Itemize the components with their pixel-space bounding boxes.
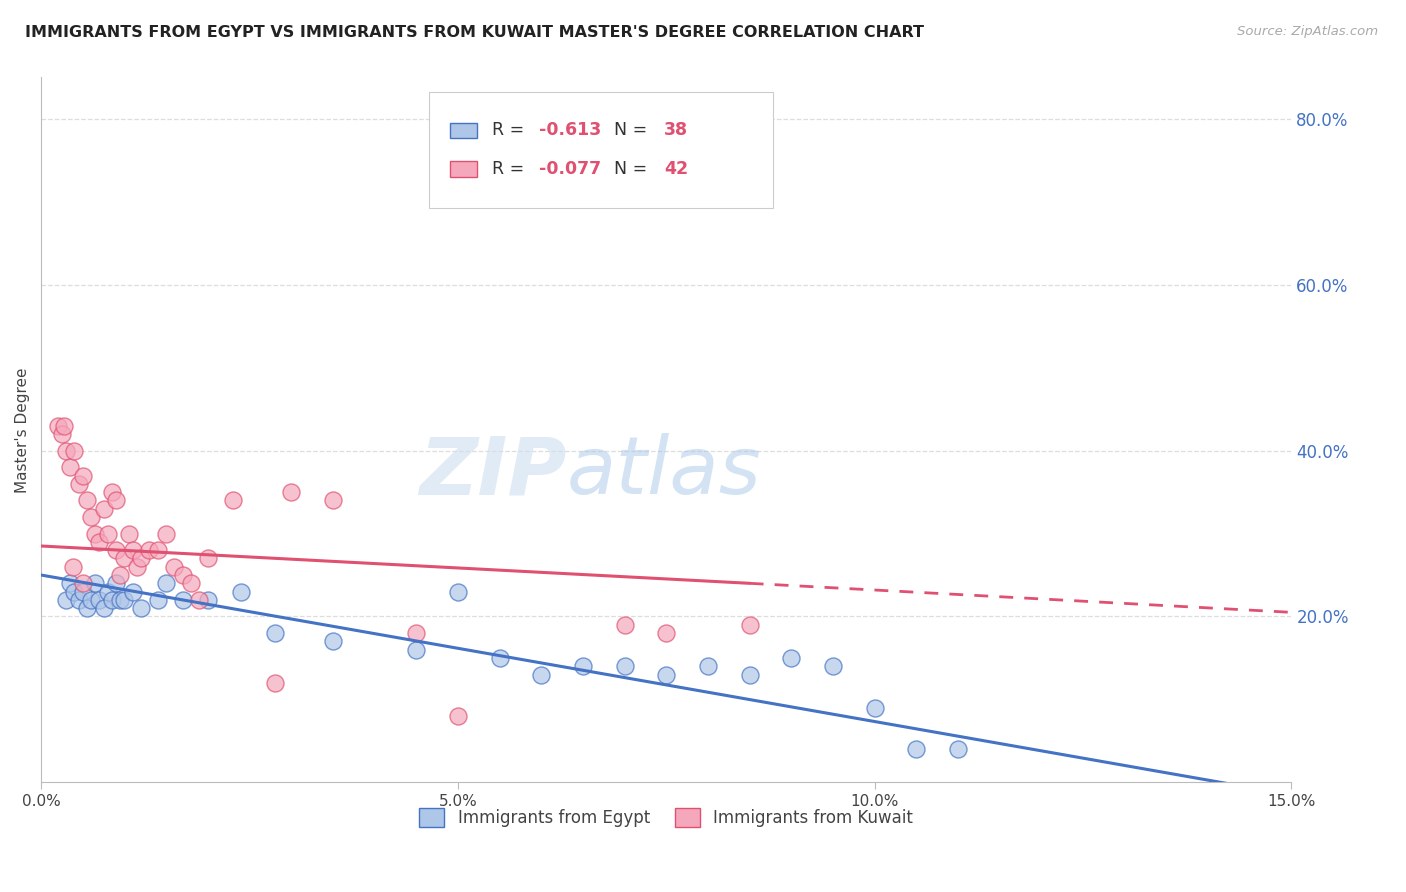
Point bbox=[231, 584, 253, 599]
Point bbox=[905, 742, 928, 756]
Point bbox=[110, 593, 132, 607]
Point bbox=[280, 485, 302, 500]
Point bbox=[738, 667, 761, 681]
Point bbox=[197, 551, 219, 566]
Point bbox=[105, 493, 128, 508]
Point bbox=[55, 443, 77, 458]
Point bbox=[946, 742, 969, 756]
Point bbox=[76, 493, 98, 508]
Point bbox=[72, 468, 94, 483]
Point bbox=[89, 593, 111, 607]
Point bbox=[263, 626, 285, 640]
Point bbox=[59, 460, 82, 475]
Point bbox=[572, 659, 595, 673]
Point bbox=[72, 584, 94, 599]
Text: R =: R = bbox=[492, 121, 530, 139]
Point bbox=[114, 593, 136, 607]
Text: -0.613: -0.613 bbox=[538, 121, 600, 139]
Point bbox=[67, 476, 90, 491]
Point bbox=[322, 634, 344, 648]
Point bbox=[613, 617, 636, 632]
Point bbox=[84, 576, 107, 591]
Point bbox=[163, 559, 186, 574]
Point bbox=[405, 626, 427, 640]
Point bbox=[155, 576, 177, 591]
Point bbox=[738, 617, 761, 632]
Point bbox=[93, 501, 115, 516]
Point bbox=[655, 626, 678, 640]
Point bbox=[155, 526, 177, 541]
Point bbox=[97, 526, 120, 541]
Point bbox=[488, 651, 510, 665]
Point bbox=[51, 427, 73, 442]
Point bbox=[188, 593, 211, 607]
Point bbox=[655, 667, 678, 681]
Point bbox=[125, 559, 148, 574]
Point bbox=[121, 584, 143, 599]
Text: R =: R = bbox=[492, 160, 530, 178]
Point bbox=[222, 493, 245, 508]
Text: IMMIGRANTS FROM EGYPT VS IMMIGRANTS FROM KUWAIT MASTER'S DEGREE CORRELATION CHAR: IMMIGRANTS FROM EGYPT VS IMMIGRANTS FROM… bbox=[25, 25, 924, 40]
Point bbox=[197, 593, 219, 607]
Point bbox=[146, 593, 169, 607]
Point bbox=[72, 576, 94, 591]
Text: 38: 38 bbox=[664, 121, 688, 139]
Point bbox=[146, 543, 169, 558]
Point bbox=[129, 601, 152, 615]
Point bbox=[93, 601, 115, 615]
FancyBboxPatch shape bbox=[429, 92, 772, 208]
Point bbox=[101, 593, 124, 607]
Point bbox=[62, 559, 84, 574]
Y-axis label: Master's Degree: Master's Degree bbox=[15, 368, 30, 492]
FancyBboxPatch shape bbox=[450, 122, 478, 138]
Point bbox=[105, 543, 128, 558]
Text: N =: N = bbox=[603, 160, 652, 178]
FancyBboxPatch shape bbox=[450, 161, 478, 177]
Point bbox=[53, 418, 76, 433]
Point bbox=[101, 485, 124, 500]
Point bbox=[405, 642, 427, 657]
Text: -0.077: -0.077 bbox=[538, 160, 600, 178]
Point bbox=[530, 667, 553, 681]
Point bbox=[105, 576, 128, 591]
Point bbox=[63, 584, 86, 599]
Point bbox=[121, 543, 143, 558]
Point bbox=[67, 593, 90, 607]
Point bbox=[697, 659, 720, 673]
Point bbox=[447, 709, 470, 723]
Text: atlas: atlas bbox=[567, 434, 761, 511]
Point bbox=[63, 443, 86, 458]
Text: N =: N = bbox=[603, 121, 652, 139]
Text: ZIP: ZIP bbox=[419, 434, 567, 511]
Point bbox=[613, 659, 636, 673]
Text: 42: 42 bbox=[664, 160, 688, 178]
Point bbox=[263, 676, 285, 690]
Legend: Immigrants from Egypt, Immigrants from Kuwait: Immigrants from Egypt, Immigrants from K… bbox=[413, 801, 920, 834]
Point bbox=[129, 551, 152, 566]
Point bbox=[172, 568, 194, 582]
Point bbox=[114, 551, 136, 566]
Point bbox=[110, 568, 132, 582]
Point bbox=[117, 526, 139, 541]
Point bbox=[780, 651, 803, 665]
Point bbox=[55, 593, 77, 607]
Point bbox=[821, 659, 844, 673]
Point bbox=[59, 576, 82, 591]
Point bbox=[76, 601, 98, 615]
Point bbox=[138, 543, 160, 558]
Point bbox=[172, 593, 194, 607]
Point bbox=[863, 700, 886, 714]
Point bbox=[80, 510, 103, 524]
Point bbox=[84, 526, 107, 541]
Text: Source: ZipAtlas.com: Source: ZipAtlas.com bbox=[1237, 25, 1378, 38]
Point bbox=[46, 418, 69, 433]
Point bbox=[97, 584, 120, 599]
Point bbox=[322, 493, 344, 508]
Point bbox=[80, 593, 103, 607]
Point bbox=[447, 584, 470, 599]
Point bbox=[180, 576, 202, 591]
Point bbox=[89, 534, 111, 549]
